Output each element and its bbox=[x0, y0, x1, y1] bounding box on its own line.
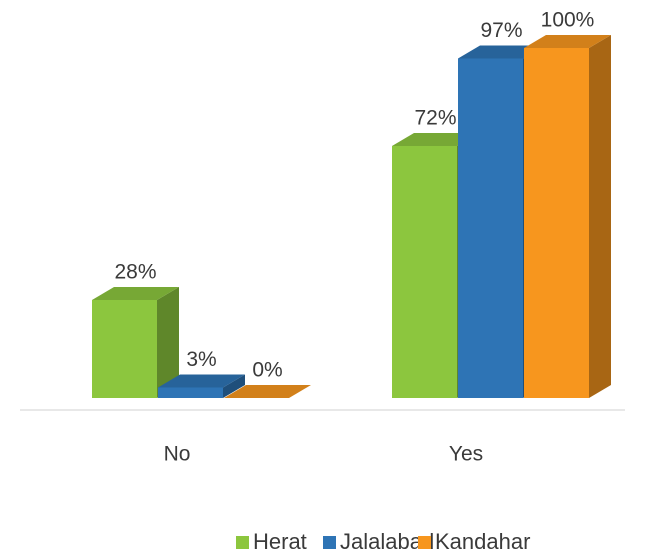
bar-top bbox=[158, 374, 245, 388]
value-label: 72% bbox=[414, 107, 456, 130]
value-label: 28% bbox=[114, 261, 156, 284]
bar bbox=[458, 58, 523, 398]
bar bbox=[392, 146, 457, 398]
bar-top bbox=[224, 385, 311, 398]
bar-3d bbox=[524, 35, 611, 398]
value-label: 97% bbox=[480, 19, 522, 42]
legend-swatch bbox=[418, 536, 431, 549]
bar-top bbox=[524, 35, 611, 48]
bar-side bbox=[223, 374, 245, 398]
value-label: 0% bbox=[252, 359, 282, 382]
x-tick-label: No bbox=[164, 443, 191, 466]
bar bbox=[524, 48, 589, 398]
value-label: 3% bbox=[186, 348, 216, 371]
bar-3d bbox=[158, 374, 245, 398]
x-tick-label: Yes bbox=[449, 443, 483, 466]
bar-side bbox=[589, 35, 611, 398]
bar bbox=[158, 387, 223, 398]
value-label: 100% bbox=[541, 9, 595, 32]
bar-side bbox=[157, 287, 179, 398]
bar-3d bbox=[92, 287, 179, 398]
bar-top bbox=[392, 133, 479, 146]
legend-label: Herat bbox=[253, 529, 307, 554]
legend-swatch bbox=[236, 536, 249, 549]
legend-label: Kandahar bbox=[435, 529, 530, 554]
bar bbox=[92, 300, 157, 398]
bar-top bbox=[458, 45, 545, 59]
legend-swatch bbox=[323, 536, 336, 549]
bar-3d bbox=[224, 385, 311, 398]
bar-top bbox=[92, 287, 179, 300]
